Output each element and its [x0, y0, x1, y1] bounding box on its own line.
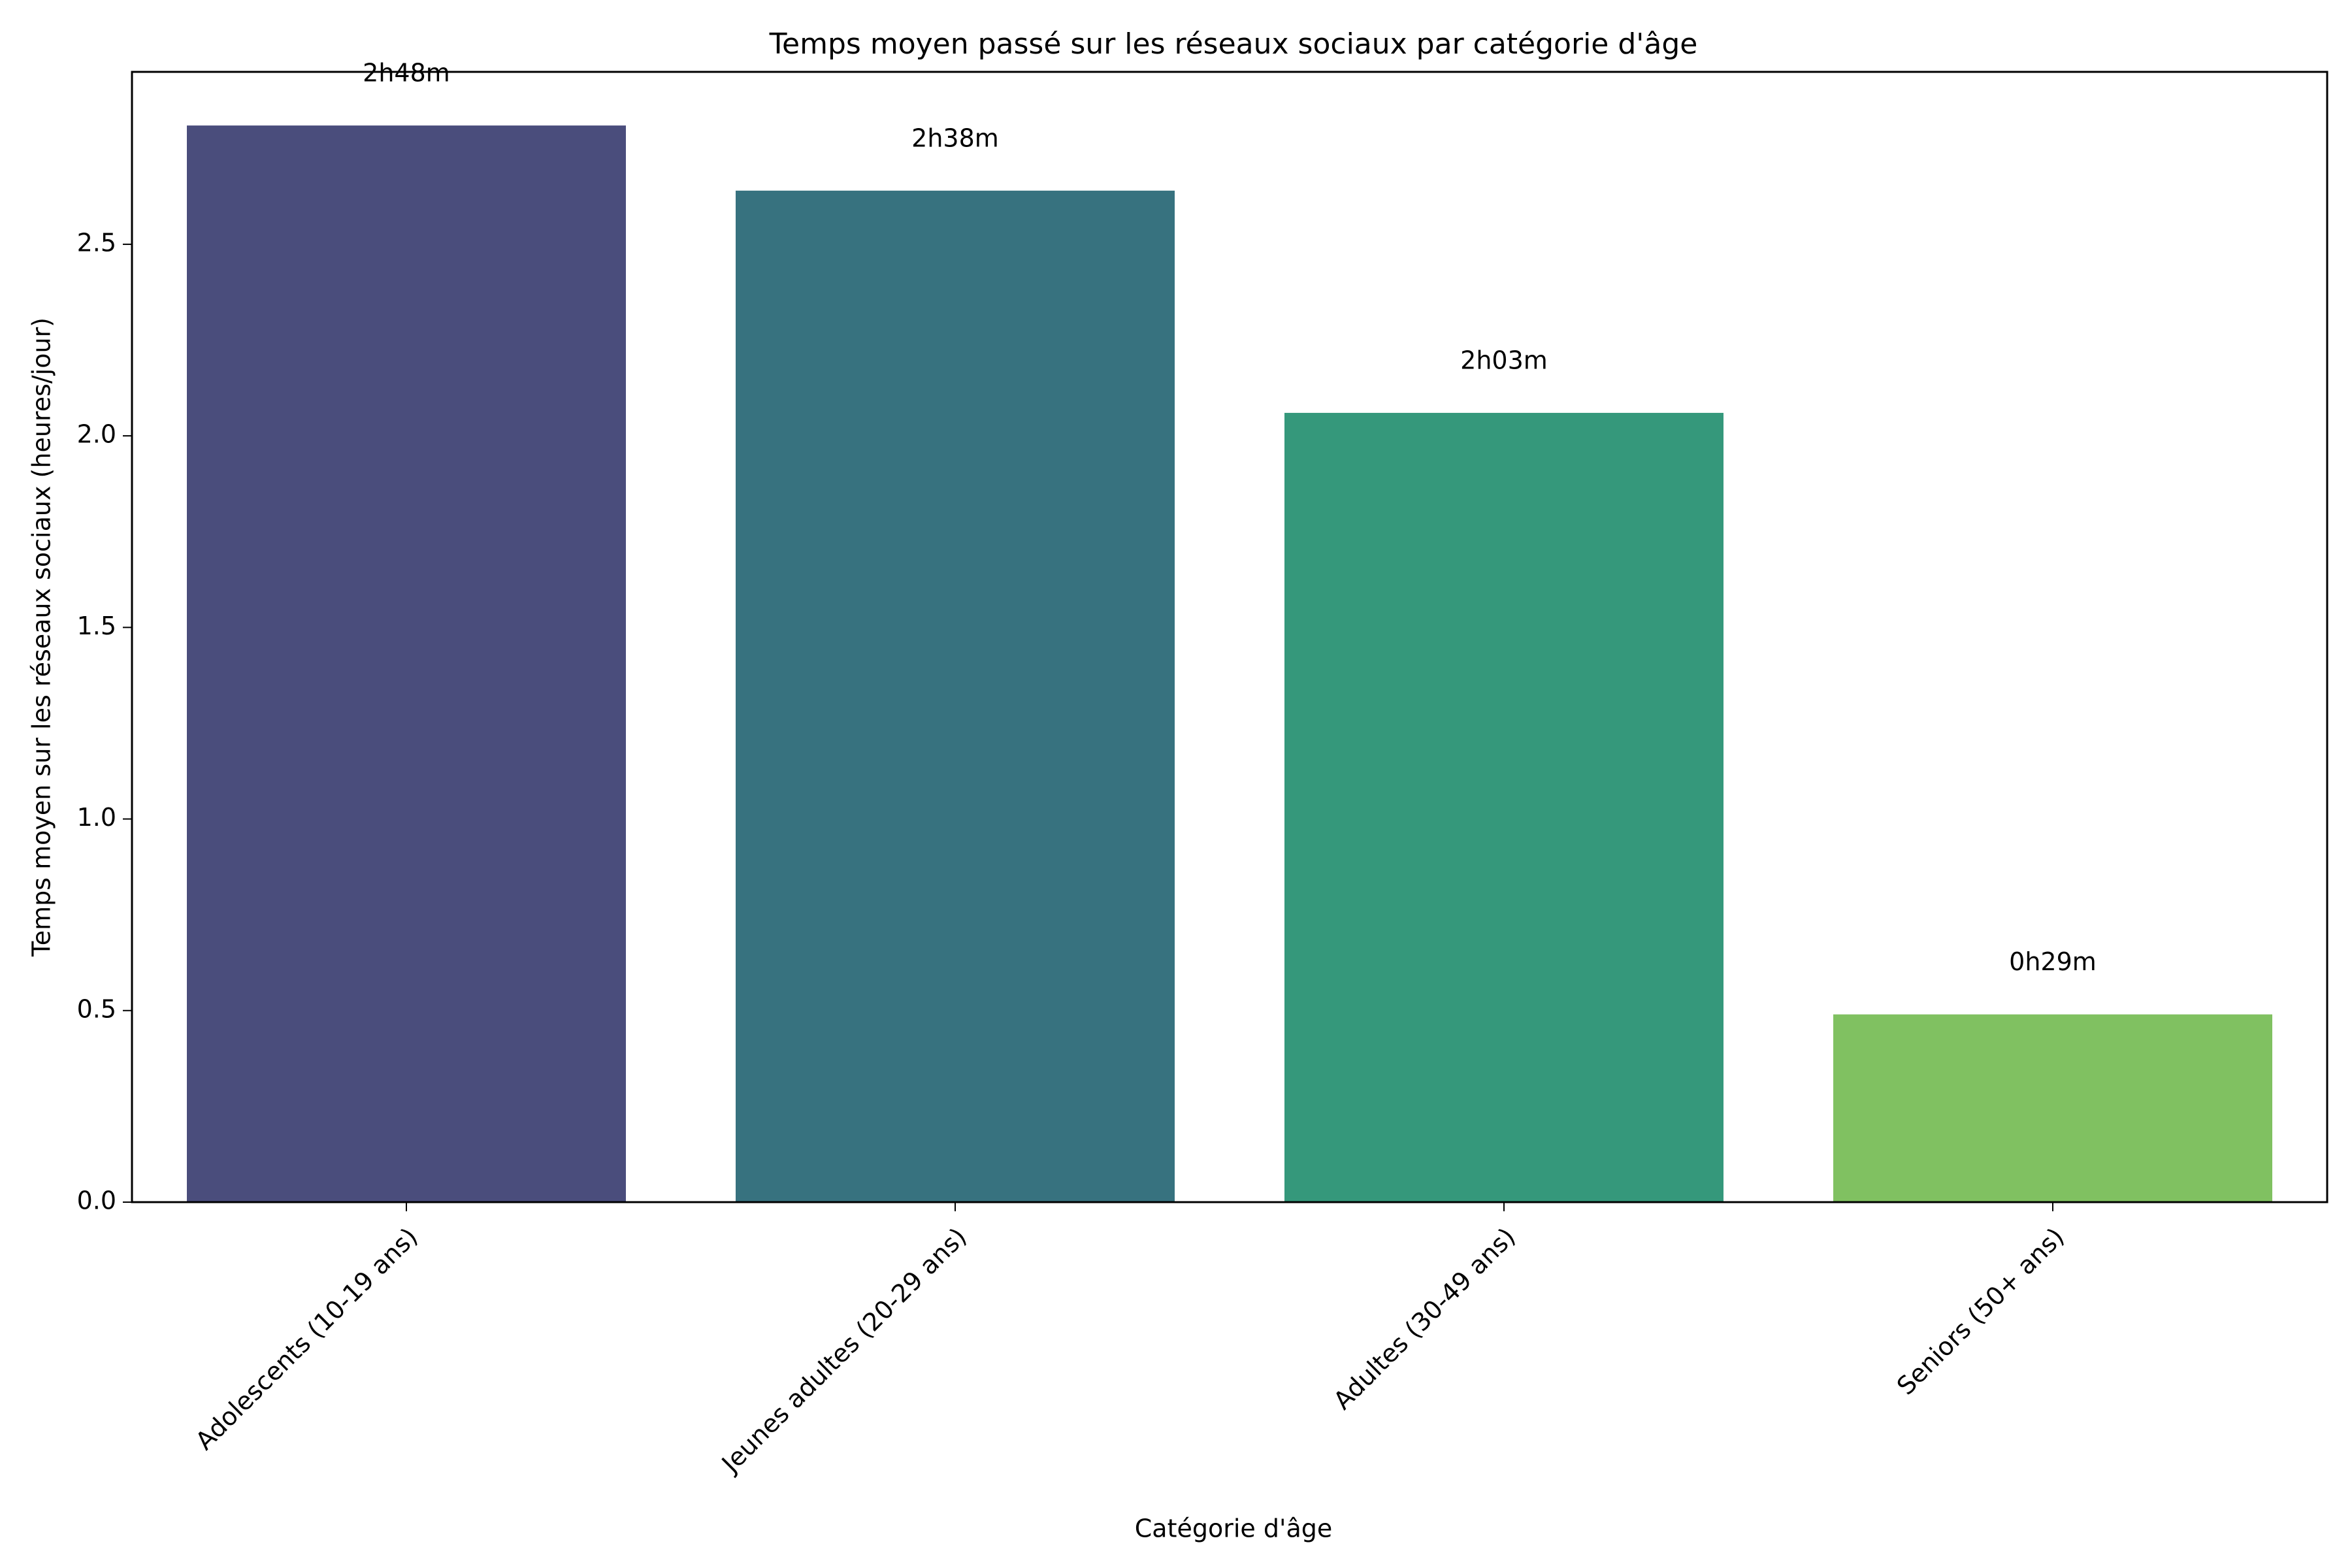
- y-axis-label: Temps moyen sur les réseaux sociaux (heu…: [27, 318, 56, 957]
- bar-data-label: 2h48m: [363, 59, 450, 88]
- bars-layer: [187, 125, 2272, 1203]
- chart-title: Temps moyen passé sur les réseaux sociau…: [769, 27, 1698, 61]
- y-axis: 0.0 0.5 1.0 1.5 2.0 2.5: [77, 228, 132, 1215]
- y-tick-label: 2.5: [77, 228, 116, 257]
- x-axis-label: Catégorie d'âge: [1135, 1514, 1332, 1543]
- bar: [736, 190, 1175, 1202]
- y-tick-label: 1.5: [77, 612, 116, 640]
- bar-data-label: 0h29m: [2009, 947, 2097, 976]
- bar: [1284, 412, 1723, 1203]
- y-tick-label: 2.0: [77, 420, 116, 449]
- plot-frame: [131, 71, 2328, 1203]
- y-tick-label: 0.0: [77, 1186, 116, 1215]
- bar-data-label: 2h03m: [1460, 346, 1548, 374]
- bar-data-label: 2h38m: [911, 123, 999, 152]
- y-tick-label: 0.5: [77, 994, 116, 1023]
- y-tick-label: 1.0: [77, 803, 116, 832]
- data-labels-layer: 2h48m 2h38m 2h03m 0h29m: [363, 59, 2097, 977]
- bar: [1833, 1014, 2272, 1202]
- bar: [187, 125, 626, 1203]
